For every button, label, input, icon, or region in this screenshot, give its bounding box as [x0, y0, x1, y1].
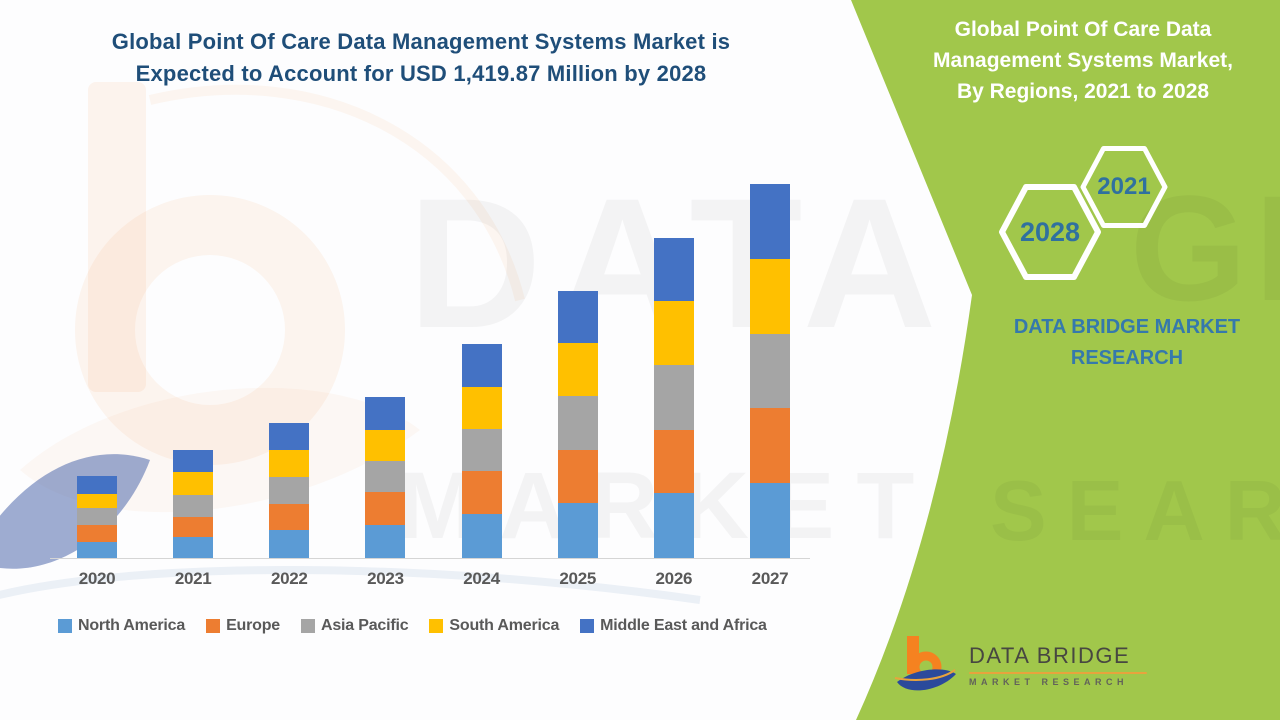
legend-label: Middle East and Africa — [600, 617, 767, 634]
bar-2022 — [269, 423, 310, 558]
bar-segment-2023 — [365, 492, 406, 525]
side-panel-title-line3: By Regions, 2021 to 2028 — [956, 80, 1210, 103]
footer-logo-divider — [969, 672, 1147, 674]
bar-segment-2024 — [461, 387, 502, 429]
data-bridge-logo-icon — [894, 636, 956, 691]
bar-segment-2026 — [653, 365, 694, 430]
legend-label: Asia Pacific — [320, 617, 409, 634]
bar-segment-2022 — [269, 423, 310, 450]
bar-segment-2020 — [77, 476, 117, 494]
legend-item: Asia Pacific — [300, 617, 409, 635]
x-axis-label: 2020 — [78, 569, 116, 588]
bar-segment-2020 — [77, 494, 117, 508]
bar-segment-2024 — [461, 429, 502, 471]
bar-segment-2021 — [173, 472, 214, 495]
page-title-line1: Global Point Of Care Data Management Sys… — [111, 29, 731, 54]
bar-segment-2027 — [749, 408, 790, 483]
bar-segment-2025 — [557, 450, 598, 503]
hexagon-2021-icon — [1080, 146, 1168, 228]
svg-text:SEARCH: SEARCH — [990, 464, 1280, 559]
legend-swatch-icon — [206, 619, 221, 633]
bar-segment-2022 — [269, 477, 310, 504]
bar-2024 — [461, 344, 502, 558]
bar-segment-2026 — [653, 301, 694, 365]
footer-logo-title: DATA BRIDGE — [969, 643, 1131, 668]
hexagon-2021-label: 2021 — [1097, 173, 1151, 200]
bar-segment-2026 — [653, 238, 694, 301]
bar-2021 — [173, 450, 214, 558]
bar-segment-2027 — [749, 259, 790, 334]
bar-segment-2025 — [557, 343, 598, 396]
bar-segment-2024 — [461, 471, 502, 514]
bar-segment-2023 — [365, 397, 406, 430]
legend-item: Europe — [206, 617, 280, 635]
side-panel-title-line2: Management Systems Market, — [933, 49, 1233, 72]
hexagon-2028-icon — [999, 184, 1101, 280]
watermark-panel-letters: GE — [1130, 164, 1280, 332]
page-title-line2: Expected to Account for USD 1,419.87 Mil… — [135, 61, 707, 86]
x-axis-label: 2023 — [367, 569, 404, 588]
x-axis-label: 2024 — [463, 569, 500, 588]
bar-segment-2027 — [749, 184, 790, 259]
legend-swatch-icon — [429, 619, 444, 633]
bar-segment-2025 — [557, 396, 598, 450]
x-axis-label: 2025 — [559, 569, 597, 588]
bar-2025 — [557, 291, 598, 558]
bar-segment-2022 — [269, 450, 310, 477]
legend-label: North America — [78, 617, 186, 634]
xaxis-row: 2020 2021 2022 2023 2024 2025 2026 2027 — [50, 569, 810, 589]
bar-segment-2020 — [77, 508, 117, 525]
side-panel-title-line1: Global Point Of Care Data — [954, 18, 1212, 41]
bar-segment-2025 — [557, 503, 598, 558]
footer-logo-subtitle: MARKET RESEARCH — [969, 677, 1129, 687]
side-panel-title: Global Point Of Care Data Management Sys… — [893, 14, 1273, 107]
bar-segment-2024 — [461, 514, 502, 558]
x-axis-label: 2026 — [655, 569, 693, 588]
bar-segment-2020 — [77, 542, 117, 558]
legend-item: Middle East and Africa — [580, 617, 767, 635]
stacked-bar-chart — [50, 181, 810, 559]
hexagon-2028-label: 2028 — [1019, 217, 1081, 247]
bar-segment-2027 — [749, 483, 790, 558]
page-title: Global Point Of Care Data Management Sys… — [66, 26, 776, 90]
x-axis-label: 2021 — [174, 569, 212, 588]
bar-segment-2020 — [77, 525, 117, 542]
legend-label: South America — [449, 617, 560, 634]
bars-row — [50, 181, 810, 558]
legend-item: South America — [429, 617, 559, 635]
legend-item: North America — [58, 617, 185, 635]
x-axis-label: 2027 — [751, 569, 789, 588]
bar-2020 — [77, 476, 117, 558]
bar-segment-2021 — [173, 537, 214, 558]
x-axis-label: 2022 — [270, 569, 308, 588]
bar-2027 — [749, 184, 790, 558]
bar-2026 — [653, 238, 694, 558]
bar-segment-2021 — [173, 450, 214, 472]
legend-label: Europe — [226, 617, 280, 634]
bar-segment-2026 — [653, 430, 694, 493]
bar-segment-2023 — [365, 461, 406, 492]
legend-swatch-icon — [580, 619, 595, 633]
bar-segment-2022 — [269, 504, 310, 530]
bar-segment-2021 — [173, 517, 214, 537]
bar-2023 — [365, 397, 406, 558]
bar-segment-2021 — [173, 495, 214, 517]
bar-segment-2023 — [365, 525, 406, 558]
bar-segment-2022 — [269, 530, 310, 558]
bar-segment-2024 — [461, 344, 502, 387]
legend: North America Europe Asia Pacific South Ame… — [58, 617, 767, 635]
legend-swatch-icon — [300, 619, 315, 633]
bar-segment-2025 — [557, 291, 598, 343]
bar-segment-2026 — [653, 493, 694, 558]
bar-segment-2027 — [749, 334, 790, 408]
legend-swatch-icon — [58, 619, 72, 633]
brand-text: DATA BRIDGE MARKET RESEARCH — [1013, 316, 1241, 369]
footer-logo: DATA BRIDGE MARKET RESEARCH — [893, 634, 1147, 696]
bar-segment-2023 — [365, 430, 406, 461]
